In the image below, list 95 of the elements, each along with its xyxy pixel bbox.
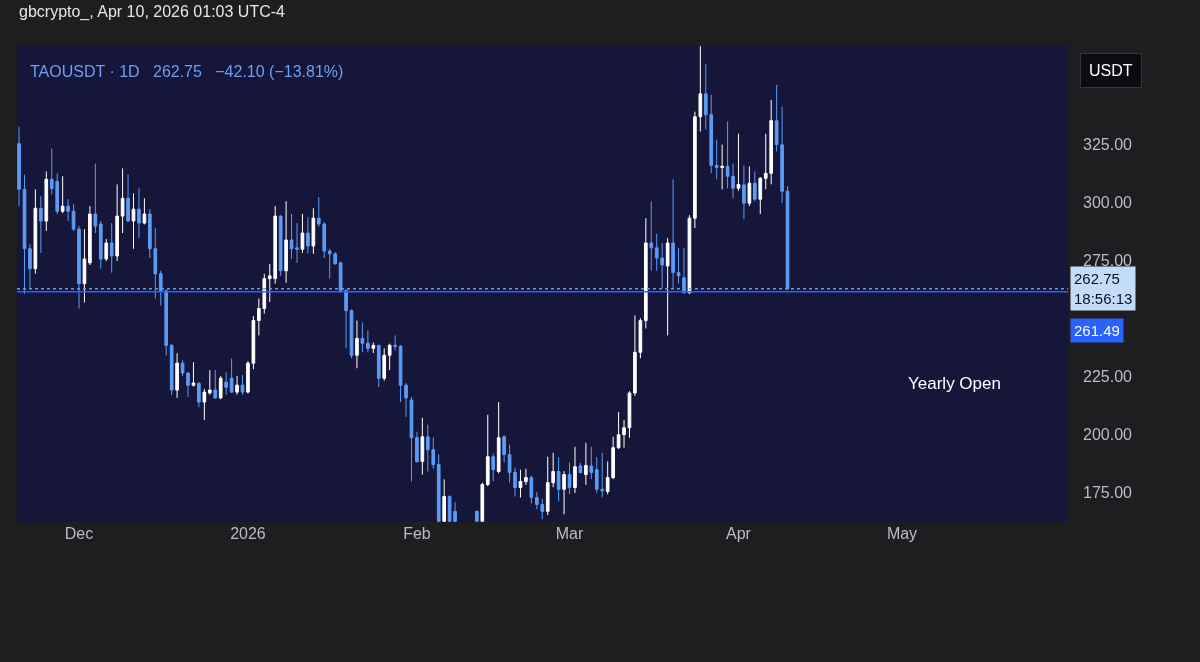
candlestick bbox=[355, 320, 359, 369]
candlestick bbox=[131, 192, 136, 250]
candlestick bbox=[142, 197, 147, 225]
candlestick bbox=[491, 453, 496, 482]
text: TAOUSDT · 1D 262.75 −42.10 (−13.81%) bbox=[30, 63, 344, 80]
candlestick bbox=[93, 163, 98, 234]
candlestick bbox=[175, 352, 179, 399]
candlestick bbox=[104, 238, 109, 262]
candlestick bbox=[393, 334, 397, 352]
candlestick bbox=[311, 207, 316, 255]
candlestick bbox=[415, 431, 419, 464]
candlestick bbox=[747, 165, 752, 207]
candlestick bbox=[382, 347, 387, 382]
candlestick bbox=[300, 213, 305, 254]
candlestick bbox=[529, 475, 534, 504]
candlestick bbox=[409, 396, 414, 482]
x-tick-label: May bbox=[886, 525, 918, 542]
candlestick bbox=[643, 217, 648, 329]
candlestick bbox=[567, 461, 572, 495]
candlestick bbox=[88, 205, 92, 266]
candlestick bbox=[480, 482, 485, 522]
candlestick bbox=[120, 167, 125, 234]
candlestick bbox=[109, 222, 114, 274]
candlestick bbox=[589, 446, 594, 480]
candlestick bbox=[349, 308, 354, 359]
candlestick bbox=[578, 462, 583, 474]
candlestick bbox=[115, 183, 119, 262]
candlestick bbox=[235, 375, 239, 396]
candlestick bbox=[665, 237, 670, 336]
y-tick-label: 225.00 bbox=[1083, 367, 1133, 385]
candlestick bbox=[420, 417, 425, 476]
candlestick bbox=[758, 176, 763, 215]
y-tick-label: 275.00 bbox=[1083, 251, 1133, 269]
candlestick bbox=[442, 478, 446, 522]
candlestick bbox=[306, 216, 310, 254]
candlestick bbox=[584, 442, 588, 486]
candlestick bbox=[240, 374, 245, 396]
y-tick-label: 300.00 bbox=[1083, 194, 1133, 212]
candlestick bbox=[742, 164, 746, 220]
candlestick bbox=[278, 214, 283, 277]
candlestick bbox=[82, 228, 87, 303]
y-tick-label: 325.00 bbox=[1083, 136, 1133, 154]
candlestick bbox=[387, 343, 392, 371]
candlestick bbox=[714, 139, 719, 180]
candlestick bbox=[502, 434, 506, 463]
candlestick bbox=[197, 381, 201, 408]
candlestick bbox=[44, 170, 49, 232]
candlestick bbox=[137, 187, 141, 239]
x-tick-label: Feb bbox=[403, 525, 431, 542]
candlestick bbox=[218, 375, 223, 400]
candlestick bbox=[60, 175, 65, 214]
y-tick-label: 200.00 bbox=[1083, 425, 1133, 443]
ref-line-label: 262.75 18:56:13 bbox=[1074, 270, 1133, 307]
candlestick bbox=[98, 220, 103, 270]
candlestick bbox=[676, 247, 681, 284]
candlestick bbox=[33, 188, 38, 275]
candlestick bbox=[191, 361, 196, 386]
candlestick bbox=[126, 173, 130, 223]
candlestick bbox=[376, 344, 381, 388]
ref-line-label: 261.49 bbox=[1074, 322, 1120, 339]
candlestick bbox=[66, 198, 70, 222]
candlestick bbox=[518, 469, 523, 498]
y-axis-title: USDT bbox=[1089, 62, 1133, 79]
candlestick bbox=[720, 144, 724, 190]
candlestick bbox=[224, 371, 228, 396]
candlestick bbox=[753, 170, 757, 202]
candlestick bbox=[649, 200, 654, 272]
candlestick bbox=[213, 369, 218, 400]
candlestick bbox=[573, 446, 577, 494]
candlestick bbox=[17, 126, 21, 207]
x-tick-label: Mar bbox=[555, 525, 584, 542]
candlestick bbox=[736, 133, 741, 192]
y-tick-label: 175.00 bbox=[1083, 483, 1133, 501]
x-tick-label: 2026 bbox=[230, 525, 266, 542]
candlestick bbox=[687, 214, 692, 295]
candlestick bbox=[524, 468, 528, 486]
candlestick bbox=[371, 342, 376, 354]
candlestick bbox=[485, 414, 490, 487]
candlestick bbox=[169, 343, 174, 396]
candlestick bbox=[202, 388, 207, 421]
candlestick bbox=[366, 330, 370, 353]
candlestick bbox=[556, 456, 561, 502]
x-tick-label: Dec bbox=[64, 525, 94, 542]
candlestick bbox=[207, 369, 212, 396]
candlestick bbox=[562, 470, 566, 515]
candlestick bbox=[284, 200, 288, 284]
x-tick-label: Apr bbox=[726, 525, 752, 542]
candlestick bbox=[360, 321, 365, 353]
chart-title: gbcrypto_, Apr 10, 2026 01:03 UTC-4 bbox=[19, 3, 286, 21]
candlestick bbox=[229, 357, 234, 394]
annotation: Yearly Open bbox=[908, 374, 1001, 393]
candlestick bbox=[436, 454, 441, 522]
candlestick bbox=[475, 509, 479, 522]
candlestick bbox=[496, 401, 501, 474]
candlestick bbox=[39, 195, 43, 254]
